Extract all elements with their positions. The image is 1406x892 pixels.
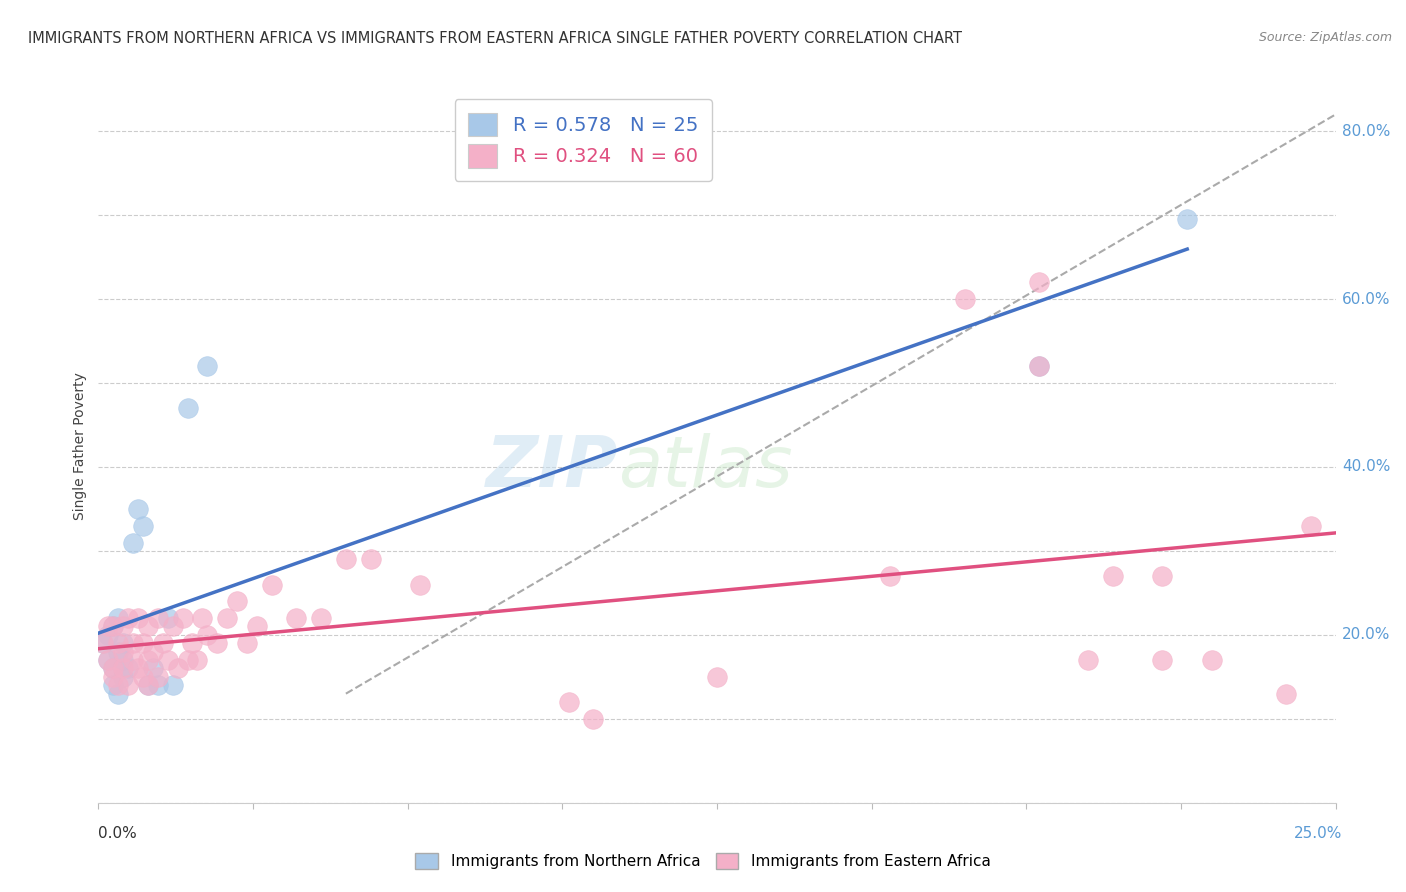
Point: [127, 502, 149, 516]
Point: [1077, 653, 1099, 667]
Point: [97, 619, 120, 633]
Text: 40.0%: 40.0%: [1341, 459, 1391, 475]
Point: [162, 619, 184, 633]
Point: [93, 636, 115, 650]
Point: [127, 661, 149, 675]
Point: [879, 569, 901, 583]
Point: [176, 653, 198, 667]
Text: IMMIGRANTS FROM NORTHERN AFRICA VS IMMIGRANTS FROM EASTERN AFRICA SINGLE FATHER : IMMIGRANTS FROM NORTHERN AFRICA VS IMMIG…: [28, 31, 962, 46]
Legend: R = 0.578   N = 25, R = 0.324   N = 60: R = 0.578 N = 25, R = 0.324 N = 60: [454, 99, 711, 181]
Point: [136, 619, 159, 633]
Point: [1201, 653, 1223, 667]
Point: [97, 628, 120, 642]
Point: [107, 636, 129, 650]
Point: [103, 678, 125, 692]
Legend: Immigrants from Northern Africa, Immigrants from Eastern Africa: Immigrants from Northern Africa, Immigra…: [409, 847, 997, 875]
Point: [176, 401, 198, 416]
Point: [246, 619, 269, 633]
Point: [706, 670, 728, 684]
Point: [93, 636, 115, 650]
Point: [127, 611, 149, 625]
Text: 60.0%: 60.0%: [1341, 292, 1391, 307]
Point: [146, 678, 169, 692]
Point: [191, 611, 214, 625]
Point: [152, 636, 174, 650]
Point: [226, 594, 249, 608]
Point: [1028, 359, 1050, 374]
Text: 0.0%: 0.0%: [98, 827, 138, 841]
Point: [172, 611, 194, 625]
Point: [97, 653, 120, 667]
Point: [122, 636, 145, 650]
Point: [1275, 687, 1298, 701]
Point: [195, 628, 218, 642]
Point: [112, 661, 135, 675]
Point: [132, 670, 155, 684]
Point: [132, 636, 155, 650]
Point: [205, 636, 228, 650]
Point: [103, 661, 125, 675]
Point: [142, 661, 165, 675]
Point: [557, 695, 579, 709]
Point: [195, 359, 218, 374]
Text: 80.0%: 80.0%: [1341, 124, 1391, 138]
Point: [107, 687, 129, 701]
Point: [136, 678, 159, 692]
Point: [103, 619, 125, 633]
Text: ZIP: ZIP: [486, 433, 619, 502]
Point: [136, 678, 159, 692]
Point: [181, 636, 204, 650]
Point: [409, 577, 432, 591]
Point: [1028, 359, 1050, 374]
Point: [360, 552, 382, 566]
Point: [1028, 275, 1050, 289]
Point: [103, 661, 125, 675]
Point: [117, 678, 139, 692]
Point: [1299, 518, 1322, 533]
Point: [142, 645, 165, 659]
Text: 25.0%: 25.0%: [1295, 827, 1343, 841]
Point: [146, 611, 169, 625]
Point: [1152, 569, 1174, 583]
Point: [236, 636, 259, 650]
Point: [107, 645, 129, 659]
Point: [103, 670, 125, 684]
Point: [260, 577, 283, 591]
Point: [107, 611, 129, 625]
Point: [112, 619, 135, 633]
Point: [107, 678, 129, 692]
Point: [112, 653, 135, 667]
Point: [97, 653, 120, 667]
Point: [122, 535, 145, 549]
Point: [217, 611, 239, 625]
Point: [112, 636, 135, 650]
Y-axis label: Single Father Poverty: Single Father Poverty: [73, 372, 87, 520]
Point: [156, 653, 179, 667]
Point: [166, 661, 188, 675]
Point: [1175, 212, 1198, 227]
Point: [335, 552, 357, 566]
Text: Source: ZipAtlas.com: Source: ZipAtlas.com: [1258, 31, 1392, 45]
Point: [162, 678, 184, 692]
Text: atlas: atlas: [619, 433, 793, 502]
Point: [112, 645, 135, 659]
Point: [582, 712, 605, 726]
Point: [1152, 653, 1174, 667]
Point: [186, 653, 208, 667]
Point: [146, 670, 169, 684]
Point: [132, 518, 155, 533]
Point: [156, 611, 179, 625]
Text: 20.0%: 20.0%: [1341, 627, 1391, 642]
Point: [953, 292, 976, 306]
Point: [117, 661, 139, 675]
Point: [103, 619, 125, 633]
Point: [285, 611, 308, 625]
Point: [136, 653, 159, 667]
Point: [122, 653, 145, 667]
Point: [112, 670, 135, 684]
Point: [309, 611, 332, 625]
Point: [117, 611, 139, 625]
Point: [1102, 569, 1125, 583]
